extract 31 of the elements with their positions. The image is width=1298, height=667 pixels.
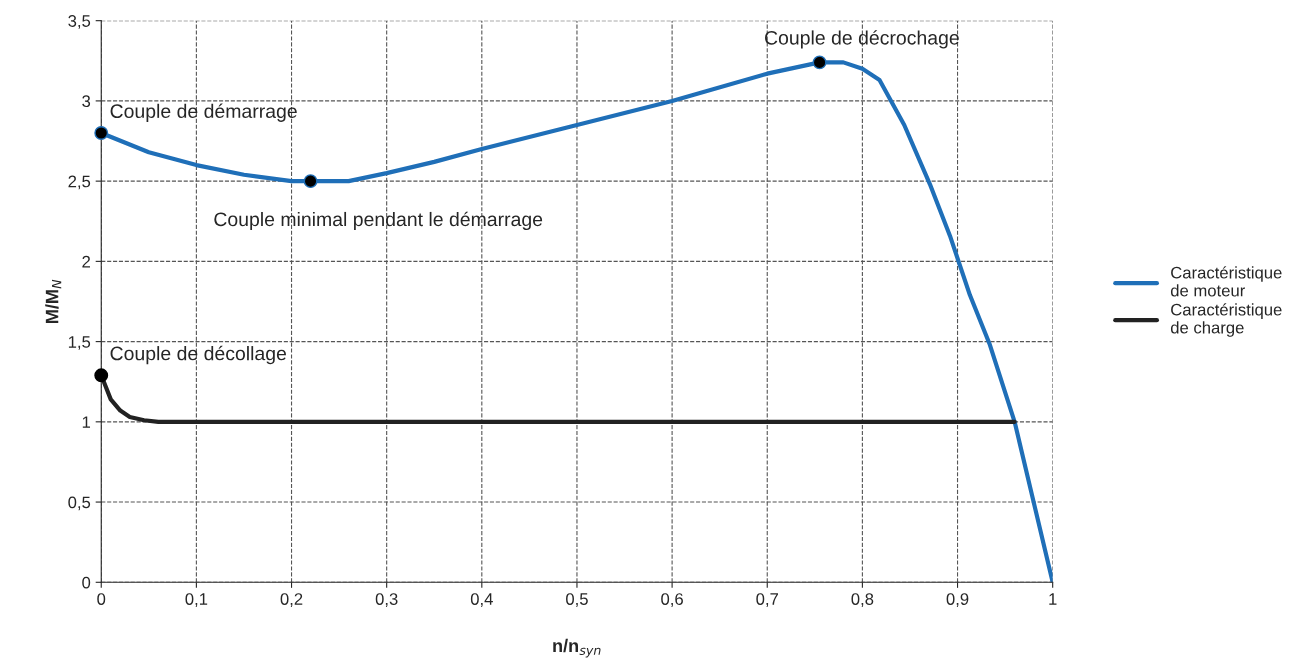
y-axis-title: M/M$_{N}$ — [45, 279, 62, 323]
point — [303, 174, 318, 189]
x-tick-label: 0,5 — [566, 593, 588, 607]
x-tick-label: 1 — [1049, 593, 1057, 605]
annotation: Couple minimal pendant le démarrage — [214, 211, 543, 231]
y-tick-label: 3,5 — [68, 15, 91, 29]
y-tick-label: 2 — [82, 255, 90, 268]
x-tick-label: 0,8 — [851, 593, 874, 607]
y-tick-label: 0 — [82, 576, 91, 589]
point — [812, 55, 827, 70]
y-tick-label: 1 — [82, 416, 91, 428]
x-tick-label: 0,3 — [375, 593, 398, 607]
annotation: Couple de démarrage — [110, 103, 297, 122]
legend-label: Caractéristique de charge — [1170, 303, 1282, 337]
x-tick-label: 0,7 — [756, 593, 778, 607]
x-tick-label: 0 — [97, 593, 106, 605]
y-tick-label: 2,5 — [68, 175, 91, 190]
annotation: Couple de décrochage — [765, 30, 959, 49]
x-tick-label: 0,9 — [946, 593, 969, 607]
point — [94, 126, 109, 140]
annotation: Couple de décollage — [110, 345, 287, 365]
legend-label: Caractéristique de moteur — [1170, 266, 1282, 297]
point — [94, 368, 109, 383]
x-tick-label: 0,4 — [470, 593, 493, 607]
y-tick-label: 0,5 — [68, 496, 91, 511]
x-tick-label: 0,2 — [280, 593, 303, 607]
x-tick-label: 0,1 — [185, 593, 208, 607]
x-tick-label: 0,6 — [661, 593, 683, 607]
x-axis-title: n/n$_{syn}$ — [553, 638, 601, 658]
y-tick-label: 1,5 — [68, 336, 91, 350]
y-tick-label: 3 — [82, 95, 91, 108]
